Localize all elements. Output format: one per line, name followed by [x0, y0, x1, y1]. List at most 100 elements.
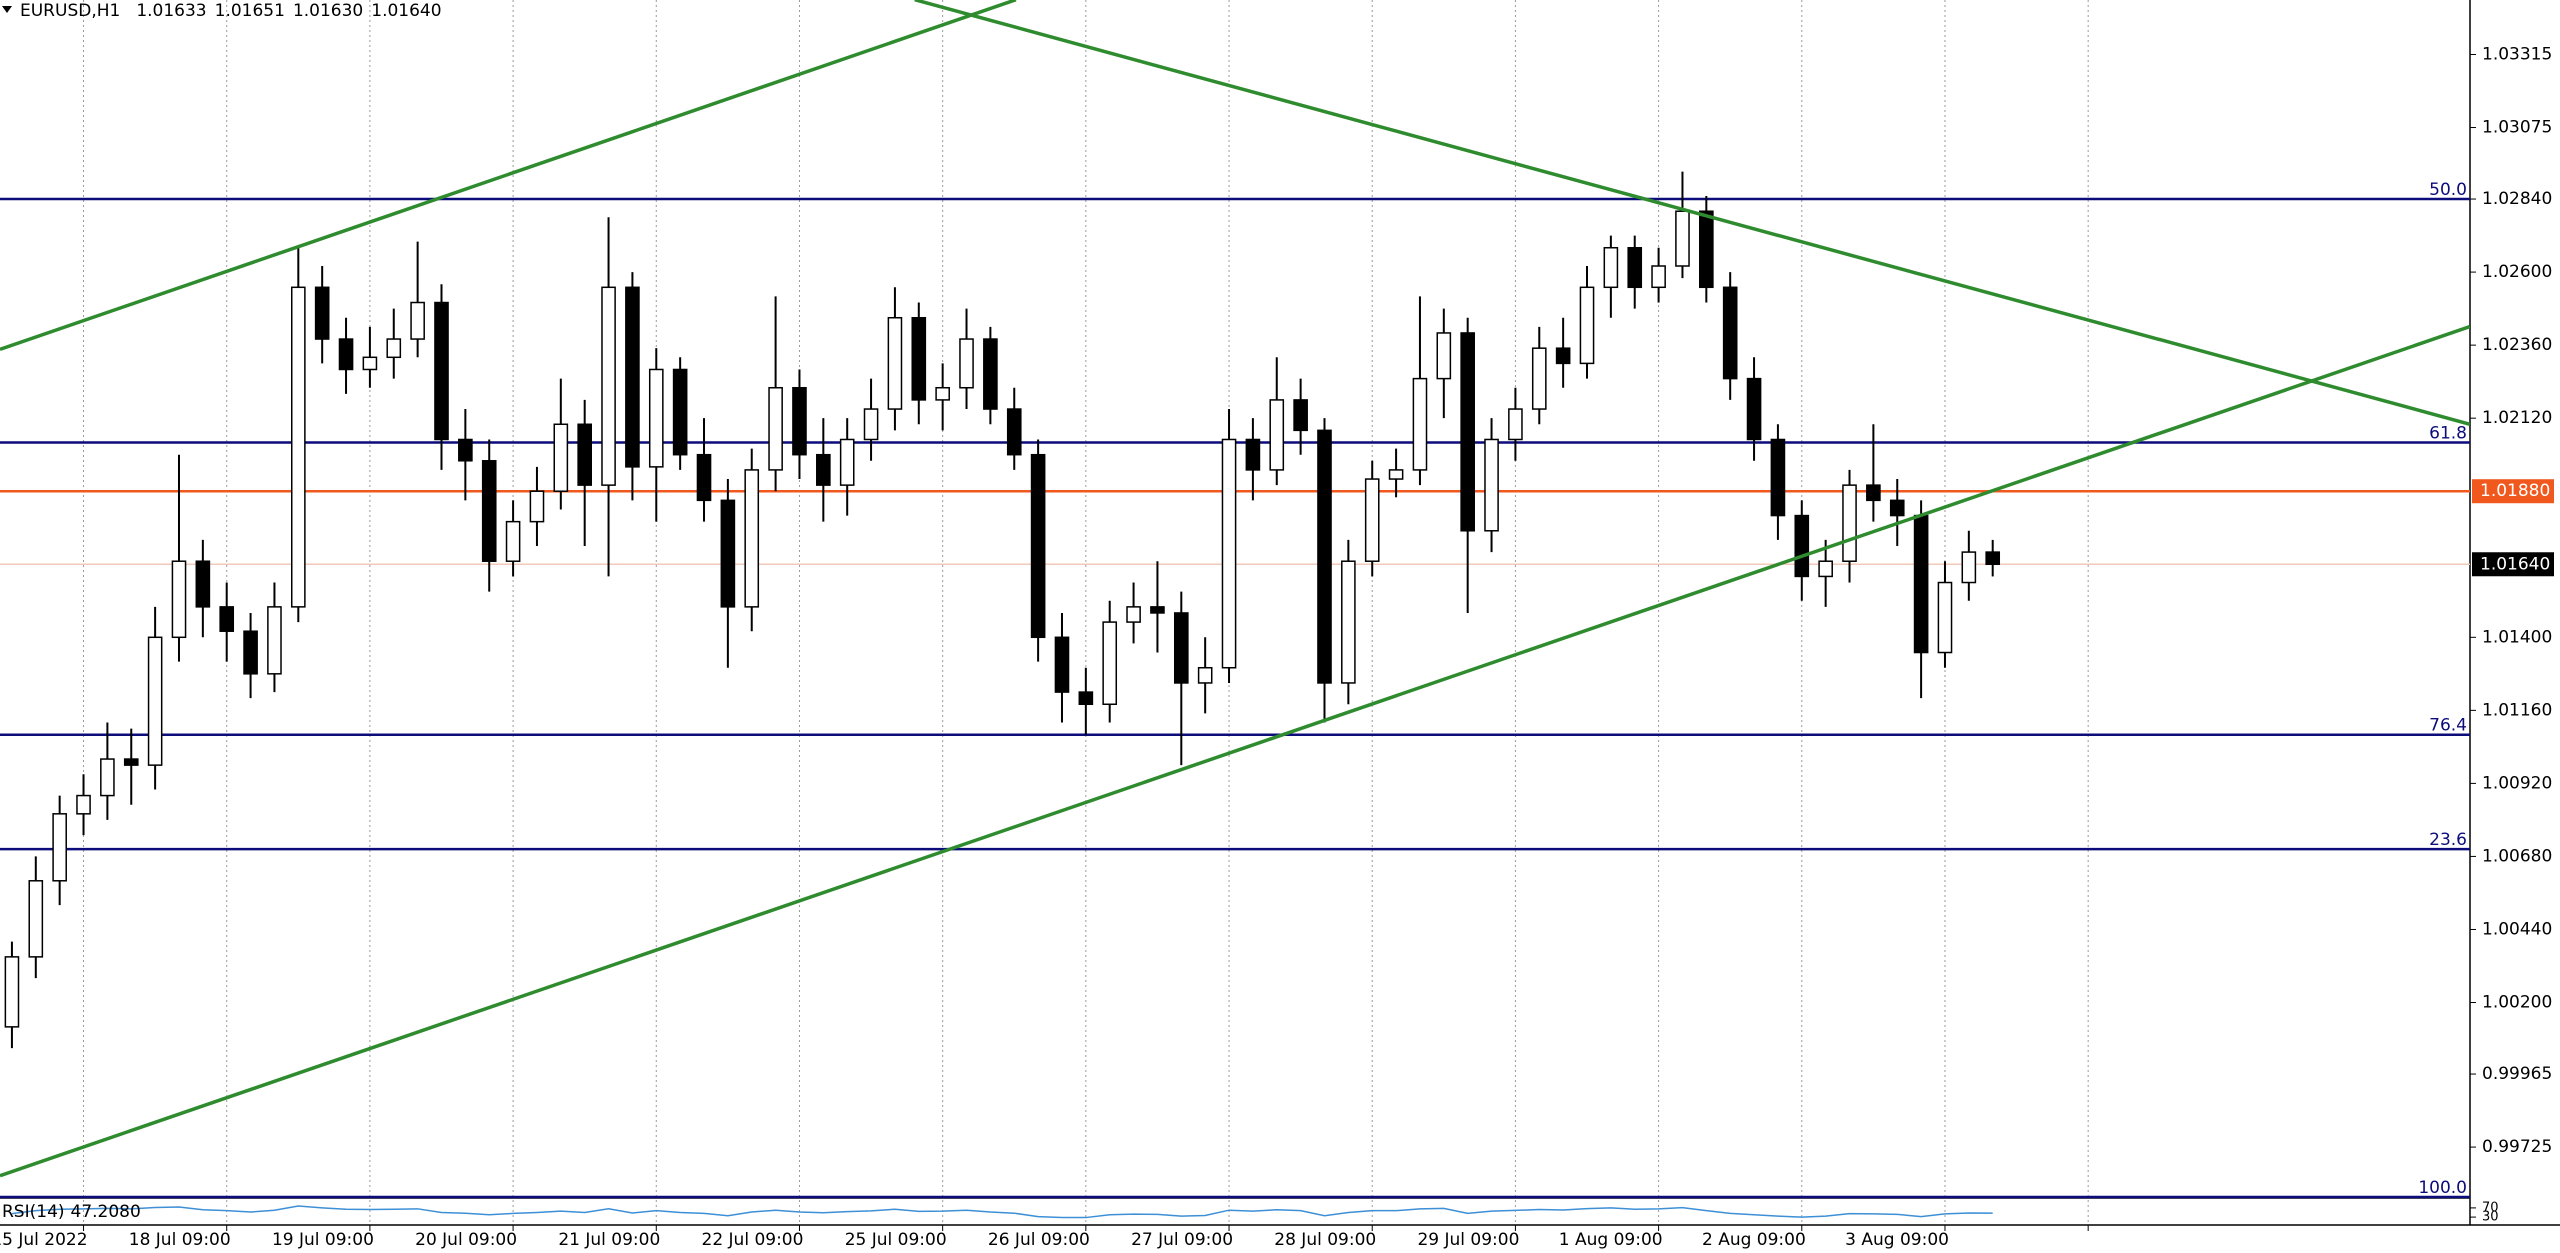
candle-body: [362, 356, 378, 371]
candle-body: [338, 338, 354, 371]
candle-body: [816, 453, 831, 486]
rsi-tick-label: 70: [2482, 1200, 2499, 1215]
y-tick-label: 1.01400: [2482, 627, 2552, 647]
trend-line: [0, 0, 1017, 352]
candle-body: [1221, 438, 1237, 669]
fib-level-label: 76.4: [2429, 716, 2467, 736]
candle-body: [672, 368, 688, 456]
candle-body: [458, 438, 473, 462]
fib-level-label: 100.0: [2418, 1178, 2467, 1198]
x-tick-label: 26 Jul 09:00: [988, 1230, 1090, 1250]
candle-body: [1913, 514, 1929, 654]
candle-body: [1818, 560, 1833, 578]
candle-body: [553, 423, 569, 492]
candle-body: [481, 460, 497, 562]
candle-body: [1579, 286, 1595, 365]
candle-body: [52, 813, 67, 882]
candle-body: [959, 338, 974, 389]
symbol-title: EURUSD,H1: [20, 1, 120, 21]
price-label-box: [2472, 479, 2554, 504]
candle-body: [744, 469, 760, 608]
y-tick-label: 1.03315: [2482, 44, 2552, 64]
x-tick-label: 29 Jul 09:00: [1417, 1230, 1519, 1250]
candle-body: [195, 560, 211, 608]
candle-body: [1245, 438, 1261, 471]
menu-triangle: [2, 6, 12, 13]
candle-body: [1603, 246, 1619, 289]
price-label-box: [2472, 552, 2554, 577]
candle-body: [911, 316, 927, 401]
trend-layer: [0, 0, 2470, 1178]
candle-body: [1889, 499, 1905, 517]
x-tick-label: 3 Aug 09:00: [1845, 1230, 1949, 1250]
x-tick-label: 1 Aug 09:00: [1559, 1230, 1663, 1250]
candle-body: [983, 338, 998, 410]
candle-body: [1985, 551, 2001, 566]
candle-body: [1531, 347, 1547, 410]
header-ohlc-value: 1.01633: [136, 1, 206, 21]
candle-body: [1627, 246, 1643, 289]
header-ohlc-value: 1.01630: [293, 1, 363, 21]
y-tick-label: 0.99725: [2482, 1137, 2552, 1157]
candle-body: [1054, 636, 1070, 693]
y-tick-label: 1.00200: [2482, 993, 2552, 1013]
candle-body: [1866, 484, 1881, 502]
candle-body: [1412, 377, 1428, 471]
y-tick-label: 0.99965: [2482, 1064, 2552, 1084]
x-tick-label: 18 Jul 09:00: [129, 1230, 231, 1250]
candle-body: [267, 606, 282, 675]
candle-body: [792, 386, 807, 456]
fib-level-label: 50.0: [2429, 180, 2467, 200]
candle-body: [648, 368, 664, 468]
candle-body: [171, 560, 187, 639]
candle-body: [1555, 347, 1571, 365]
x-tick-label: 2 Aug 09:00: [1702, 1230, 1806, 1250]
x-tick-label: 22 Jul 09:00: [702, 1230, 804, 1250]
candle-body: [601, 286, 616, 486]
candle-body: [1341, 560, 1356, 684]
candle-body: [123, 758, 139, 766]
candle-body: [243, 630, 258, 675]
y-tick-label: 1.02360: [2482, 335, 2552, 355]
trend-line: [914, 0, 2470, 426]
candle-body: [625, 286, 640, 468]
fib-level-label: 23.6: [2429, 830, 2467, 850]
x-tick-label: 25 Jul 09:00: [845, 1230, 947, 1250]
candle-body: [100, 758, 115, 797]
fib-level-label: 61.8: [2429, 424, 2467, 444]
rsi-tick-label: 30: [2482, 1210, 2499, 1225]
candle-body: [1770, 438, 1786, 517]
candle-body: [839, 438, 855, 486]
candle-body: [1722, 286, 1738, 380]
candle-body: [76, 794, 91, 815]
candle-body: [1006, 408, 1022, 456]
candle-body: [1102, 621, 1118, 706]
candle-body: [935, 386, 950, 401]
candle-body: [1293, 399, 1308, 432]
candle-body: [1364, 478, 1380, 562]
y-tick-label: 1.01160: [2482, 700, 2552, 720]
candle-body: [1317, 429, 1332, 684]
price-label: 1.01640: [2480, 554, 2550, 574]
y-tick-label: 1.00440: [2482, 919, 2552, 939]
candle-body: [4, 956, 20, 1028]
x-tick-label: 20 Jul 09:00: [415, 1230, 517, 1250]
y-tick-label: 1.00920: [2482, 773, 2552, 793]
candle-body: [1651, 265, 1666, 289]
candle-body: [887, 316, 903, 410]
candle-body: [219, 606, 235, 632]
candle-body: [1460, 332, 1475, 532]
candle-body: [290, 286, 306, 608]
candle-body: [1269, 399, 1285, 471]
candles-layer: [4, 171, 2001, 1049]
candle-body: [1961, 551, 1977, 584]
candle-body: [1842, 484, 1857, 562]
price-label: 1.01880: [2480, 481, 2550, 501]
axis-layer: 15 Jul 2022 18 Jul 09:00 19 Jul 09:00 20 Ju…: [0, 44, 2554, 1250]
x-tick-label: 19 Jul 09:00: [272, 1230, 374, 1250]
candle-body: [1173, 612, 1189, 684]
trend-line: [0, 324, 2470, 1178]
y-tick-label: 1.00680: [2482, 846, 2552, 866]
